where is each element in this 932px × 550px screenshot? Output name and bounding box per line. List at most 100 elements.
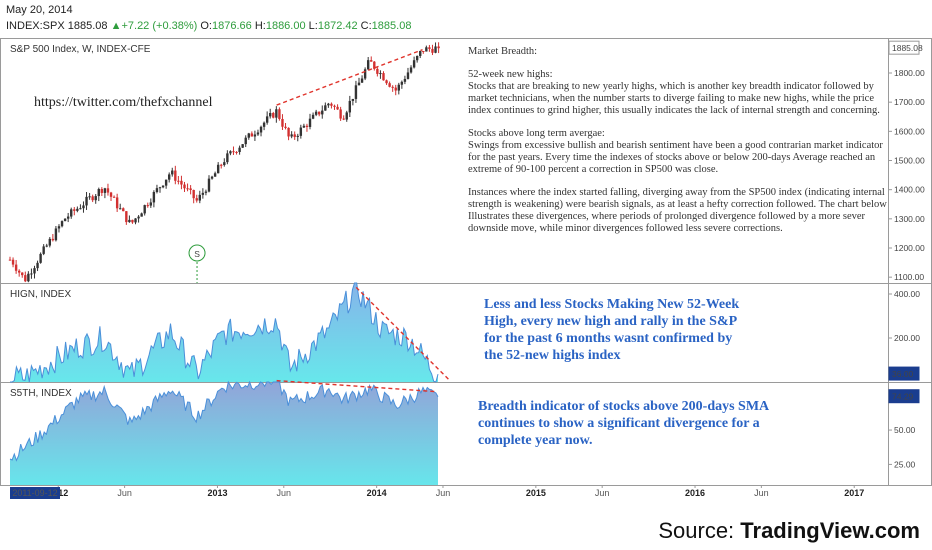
candle-body	[192, 189, 195, 199]
candle-body	[235, 151, 238, 153]
marker-circle	[188, 244, 206, 262]
candle-body	[27, 273, 30, 282]
candle-body	[223, 162, 226, 166]
candle-body	[24, 275, 27, 282]
s5th-pane-title: S5TH, INDEX	[10, 388, 72, 399]
last-price: 1885.08	[67, 20, 108, 32]
candle-body	[204, 191, 208, 193]
candle-body	[57, 226, 61, 229]
s5th-last-tag: 74.29	[892, 392, 914, 402]
high-label: H:	[254, 20, 266, 32]
hign-last-tag: 36.00	[892, 369, 914, 379]
candle-body	[269, 113, 272, 117]
candle-body	[85, 196, 88, 206]
candle-body	[149, 202, 153, 206]
twitter-url[interactable]: https://twitter.com/thefxchannel	[34, 95, 213, 110]
y-tick-label: 1500.00	[894, 156, 925, 166]
candle-body	[314, 111, 318, 115]
candle-body	[174, 170, 177, 181]
p1-title: 52-week new highs:	[468, 69, 553, 80]
candle-body	[321, 110, 324, 115]
candle-body	[412, 60, 416, 68]
candle-body	[88, 196, 91, 198]
candle-body	[122, 208, 125, 212]
candle-body	[48, 238, 51, 246]
candle-body	[201, 192, 205, 195]
hign-area	[10, 282, 439, 383]
candle-body	[143, 205, 146, 214]
candle-body	[422, 51, 425, 53]
candle-body	[330, 103, 333, 106]
candle-body	[308, 118, 312, 127]
close-value: 1885.08	[371, 20, 412, 32]
candle-body	[391, 86, 394, 88]
chart-date: May 20, 2014	[6, 4, 73, 16]
candle-body	[33, 268, 36, 274]
x-tick-label: 2013	[207, 488, 227, 498]
candle-body	[425, 47, 428, 52]
candle-body	[247, 133, 250, 138]
s5th-area	[9, 380, 439, 485]
candle-body	[21, 272, 24, 276]
candle-body	[30, 273, 33, 275]
candle-body	[128, 219, 131, 223]
candle-body	[256, 132, 260, 135]
close-label: C:	[360, 20, 372, 32]
candle-body	[66, 216, 70, 219]
candle-body	[238, 147, 241, 153]
candle-body	[385, 80, 388, 84]
y-tick-label: 1300.00	[894, 214, 925, 224]
x-tick-label: 2014	[367, 488, 387, 498]
candle-body	[207, 178, 211, 192]
candle-body	[112, 196, 116, 198]
candle-body	[91, 196, 94, 201]
symbol[interactable]: INDEX:SPX	[6, 20, 65, 32]
main-pane-title: S&P 500 Index, W, INDEX-CFE	[10, 44, 151, 55]
candle-body	[339, 109, 342, 119]
hign-pane-title: HIGN, INDEX	[10, 289, 71, 300]
source-credit: Source: TradingView.com	[658, 518, 920, 544]
candle-body	[8, 259, 12, 261]
candle-body	[210, 176, 214, 179]
candle-body	[140, 213, 143, 217]
sp500-trendline	[276, 49, 423, 106]
candle-body	[345, 112, 348, 120]
candle-body	[76, 208, 79, 211]
breadth-heading: Market Breadth:	[468, 46, 538, 57]
hign-trendline	[355, 286, 450, 381]
p2-title: Stocks above long term avergae:	[468, 128, 605, 139]
candle-body	[39, 253, 42, 263]
candle-body	[317, 111, 321, 115]
candle-body	[406, 72, 410, 79]
candle-body	[259, 126, 263, 133]
x-tick-label: Jun	[754, 488, 769, 498]
y-tick-label: 1200.00	[894, 243, 925, 253]
candle-body	[180, 180, 183, 185]
market-breadth-text: Market Breadth: 52-week new highs: Stock…	[468, 46, 888, 246]
candle-body	[296, 135, 299, 137]
candle-body	[281, 118, 284, 127]
open-value: 1876.66	[212, 20, 252, 32]
candle-body	[357, 82, 361, 86]
candle-body	[79, 208, 82, 210]
candle-body	[284, 126, 287, 128]
high-value: 1886.00	[265, 20, 306, 32]
p2-body: Swings from excessive bullish and bearis…	[468, 140, 883, 175]
candle-body	[419, 51, 422, 56]
candle-body	[164, 179, 168, 186]
candle-body	[146, 205, 149, 207]
hign-last-tag-bg	[888, 366, 920, 381]
p1-body: Stocks that are breaking to new yearly h…	[468, 81, 880, 116]
candle-body	[360, 78, 364, 83]
candle-body	[73, 209, 76, 211]
candle-body	[394, 87, 397, 91]
candle-body	[109, 192, 113, 197]
s5th-annotation: Breadth indicator of stocks above 200-da…	[478, 399, 769, 448]
sp500-candles	[8, 42, 440, 283]
candle-body	[42, 246, 45, 254]
candle-body	[397, 84, 400, 91]
candle-body	[278, 109, 281, 119]
candle-body	[253, 134, 257, 137]
quote-line: INDEX:SPX 1885.08 ▲+7.22 (+0.38%) O:1876…	[6, 20, 411, 32]
